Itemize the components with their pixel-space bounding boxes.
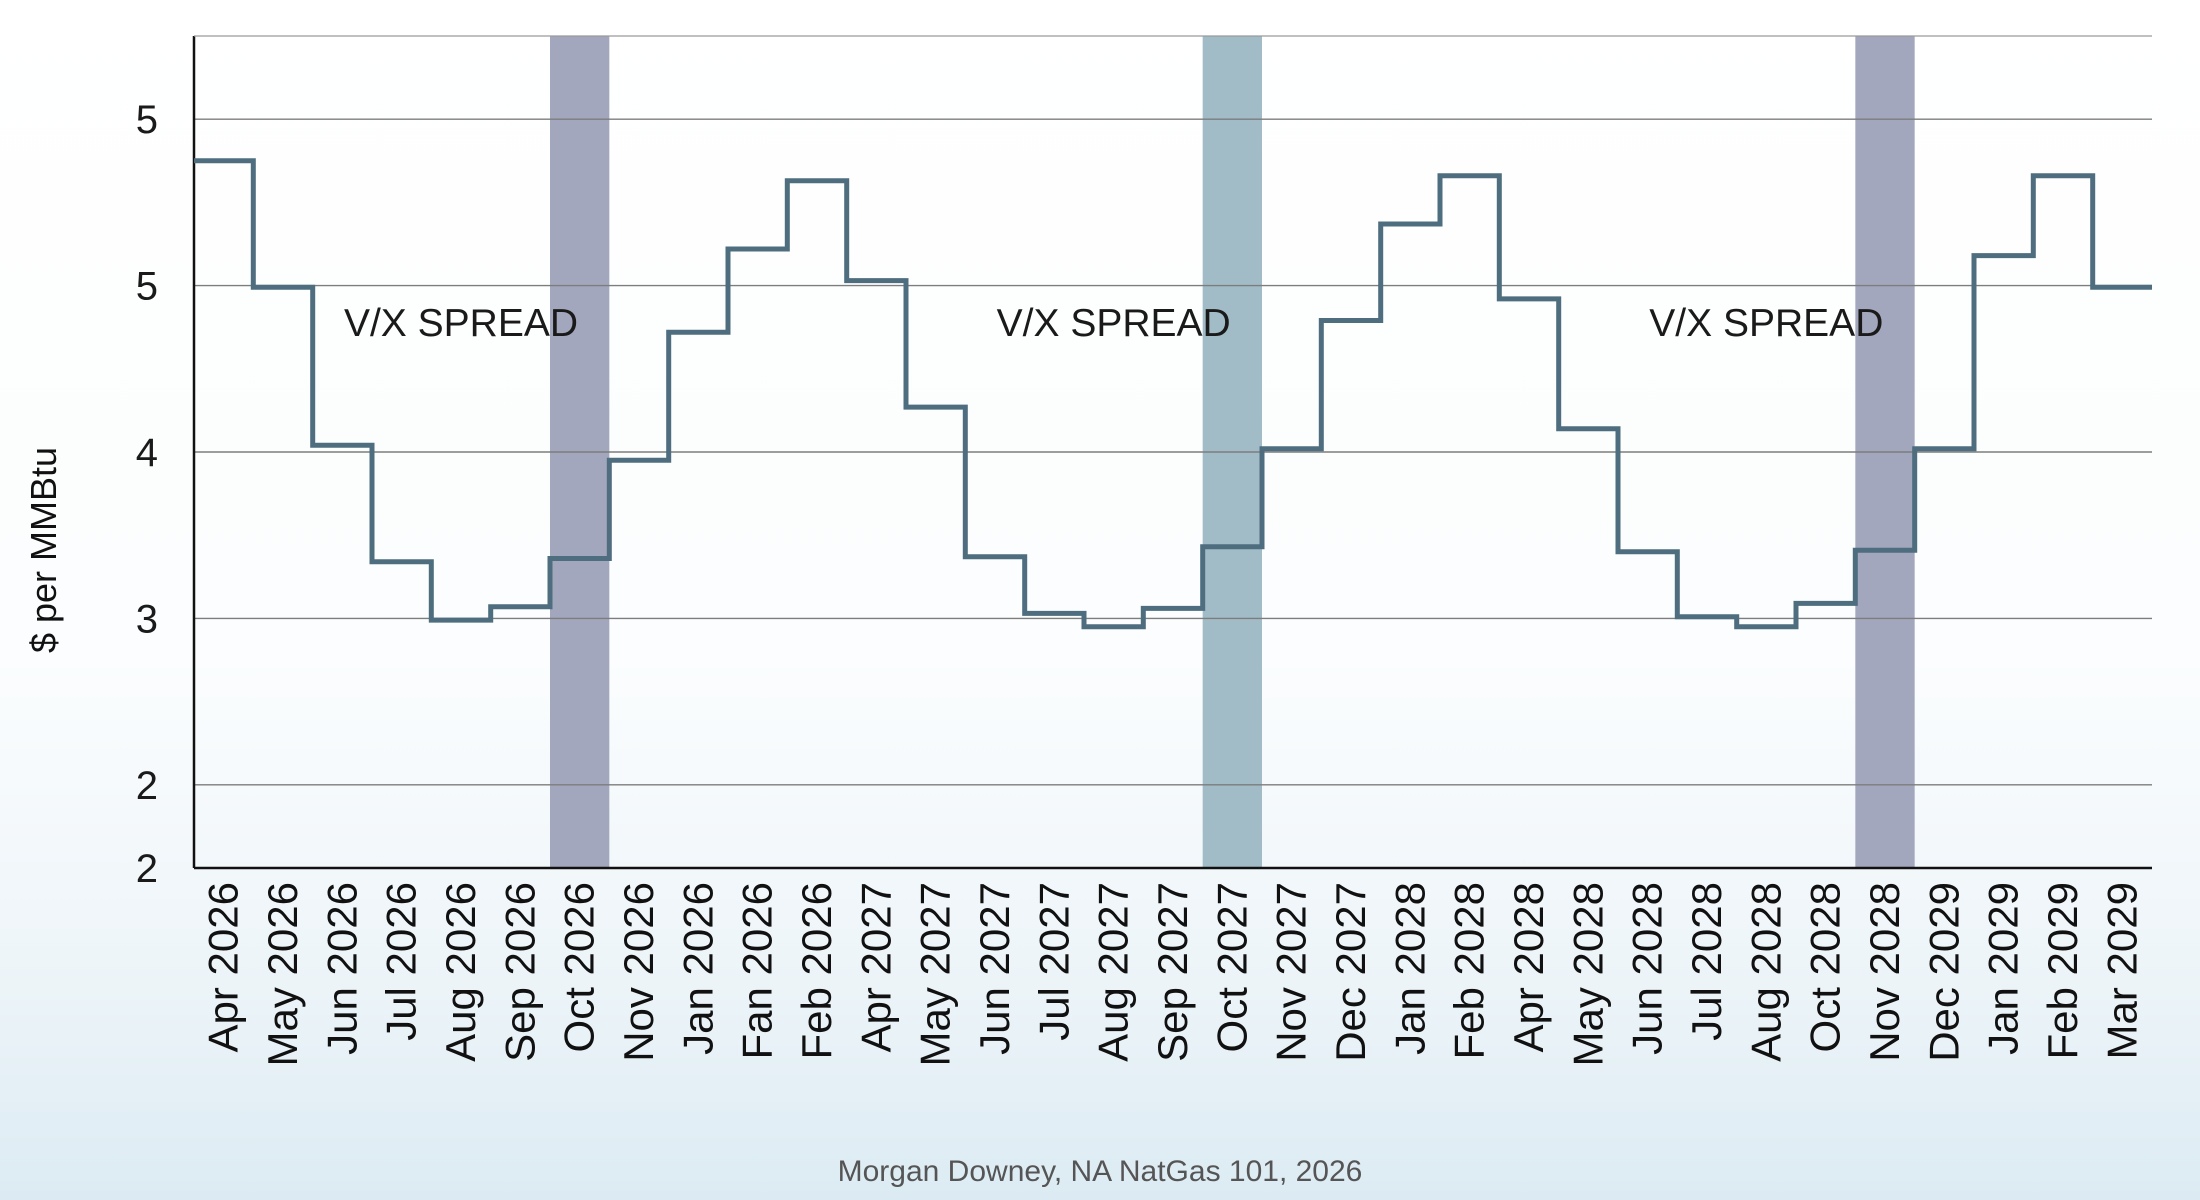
y-tick-label: 4: [136, 431, 158, 475]
x-tick-label: Jun 2026: [318, 882, 365, 1055]
x-tick-label: Apr 2027: [852, 882, 899, 1052]
x-tick-label: Jan 2028: [1386, 882, 1433, 1055]
x-tick-label: Feb 2029: [2039, 882, 2086, 1059]
x-tick-label: Nov 2027: [1268, 882, 1315, 1062]
x-tick-label: Jul 2027: [1030, 882, 1077, 1041]
x-tick-label: Jul 2026: [378, 882, 425, 1041]
x-tick-label: Jun 2027: [971, 882, 1018, 1055]
x-tick-label: Dec 2029: [1920, 882, 1967, 1062]
x-tick-label: Fan 2026: [734, 882, 781, 1059]
x-tick-label: May 2028: [1564, 882, 1611, 1066]
x-tick-label: Apr 2026: [200, 882, 247, 1052]
y-tick-label: 5: [136, 98, 158, 142]
x-tick-label: Mar 2029: [2098, 882, 2145, 1059]
x-tick-label: Sep 2026: [496, 882, 543, 1062]
grid-lines: [194, 118, 2152, 786]
x-tick-label: Oct 2028: [1802, 882, 1849, 1052]
spread-annotation: V/X SPREAD: [1649, 302, 1883, 345]
x-tick-label: Jan 2026: [674, 882, 721, 1055]
annotations: V/X SPREAD V/X SPREAD V/X SPREAD: [344, 302, 1883, 345]
x-tick-label: Aug 2028: [1742, 882, 1789, 1062]
x-tick-label: Dec 2027: [1327, 882, 1374, 1062]
x-tick-label: Jul 2028: [1683, 882, 1730, 1041]
x-tick-label: Jan 2029: [1980, 882, 2027, 1055]
x-tick-label: Aug 2026: [437, 882, 484, 1062]
x-tick-label: May 2027: [912, 882, 959, 1066]
price-step-line: [194, 158, 2152, 630]
x-tick-label: Feb 2028: [1446, 882, 1493, 1059]
y-tick-label: 5: [136, 265, 158, 309]
y-tick-label: 2: [136, 764, 158, 808]
x-tick-label: Nov 2028: [1861, 882, 1908, 1062]
y-tick-label: 2: [136, 847, 158, 891]
x-tick-labels: Apr 2026 May 2026 Jun 2026 Jul 2026 Aug 2026…: [200, 882, 2146, 1066]
x-tick-label: Aug 2027: [1090, 882, 1137, 1062]
source-credit: Morgan Downey, NA NatGas 101, 2026: [837, 1155, 1363, 1188]
x-tick-label: Feb 2026: [793, 882, 840, 1059]
x-tick-label: Oct 2026: [556, 882, 603, 1052]
axes: [192, 35, 2152, 870]
y-tick-label: 3: [136, 597, 158, 641]
spread-annotation: V/X SPREAD: [997, 302, 1231, 345]
x-tick-label: Jun 2028: [1624, 882, 1671, 1055]
series-layer: [194, 158, 2152, 630]
y-tick-labels: 2 2 3 4 5 5: [136, 98, 158, 891]
x-tick-label: Nov 2026: [615, 882, 662, 1062]
x-tick-label: Oct 2027: [1208, 882, 1255, 1052]
x-tick-label: May 2026: [259, 882, 306, 1066]
spread-annotation: V/X SPREAD: [344, 302, 578, 345]
x-tick-label: Sep 2027: [1149, 882, 1196, 1062]
x-tick-label: Apr 2028: [1505, 882, 1552, 1052]
y-axis-label: $ per MMBtu: [23, 447, 64, 653]
